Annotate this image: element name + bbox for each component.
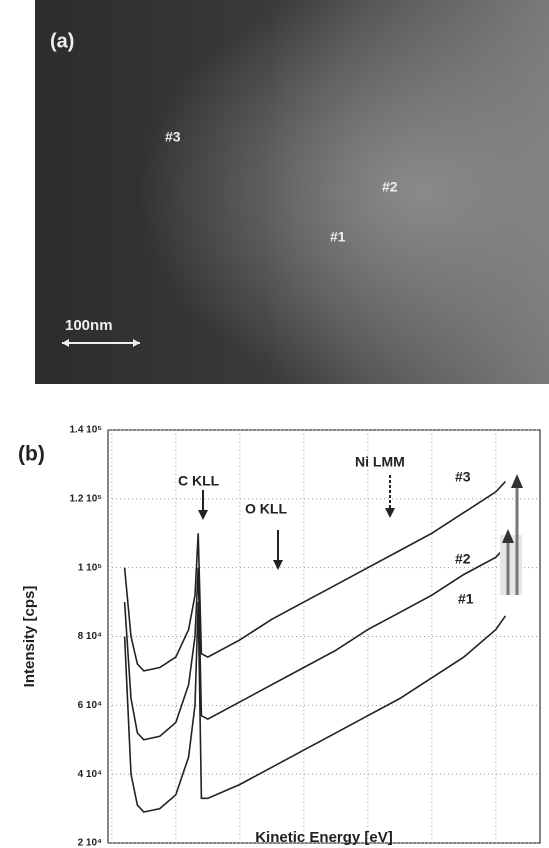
series-line: [123, 481, 506, 672]
y-tick-label: 8 10⁴: [78, 631, 102, 642]
series-label: #1: [458, 591, 474, 607]
indicator-arrowhead: [502, 529, 514, 543]
annotation: C KLL: [178, 473, 220, 489]
y-tick-label: 6 10⁴: [78, 700, 102, 711]
y-tick-label: 2 10⁴: [78, 838, 102, 848]
series-label: #2: [455, 551, 471, 567]
annotation-arrowhead: [385, 508, 395, 518]
panel-label: (b): [18, 443, 45, 466]
indicator-arrowhead: [511, 474, 523, 488]
marker: #1: [330, 229, 346, 245]
annotation: Ni LMM: [355, 454, 405, 470]
annotation-arrowhead: [273, 560, 283, 570]
series-label: #3: [455, 469, 471, 485]
series-line: [123, 602, 507, 813]
marker: #3: [165, 129, 181, 145]
series-line: [123, 546, 506, 741]
y-tick-label: 1.2 10⁵: [70, 493, 103, 504]
panel-label: (a): [50, 30, 74, 52]
marker: #2: [382, 179, 398, 195]
scale-bar-label: 100nm: [65, 317, 113, 334]
x-axis-label: Kinetic Energy [eV]: [255, 829, 393, 846]
y-axis-label: Intensity [cps]: [21, 586, 38, 688]
micrograph-bright: [35, 0, 549, 384]
y-tick-label: 1 10⁵: [78, 562, 102, 573]
y-tick-label: 1.4 10⁵: [70, 425, 103, 436]
y-tick-label: 4 10⁴: [78, 769, 102, 780]
annotation-arrowhead: [198, 510, 208, 520]
annotation: O KLL: [245, 501, 287, 517]
highlight: [500, 535, 522, 595]
